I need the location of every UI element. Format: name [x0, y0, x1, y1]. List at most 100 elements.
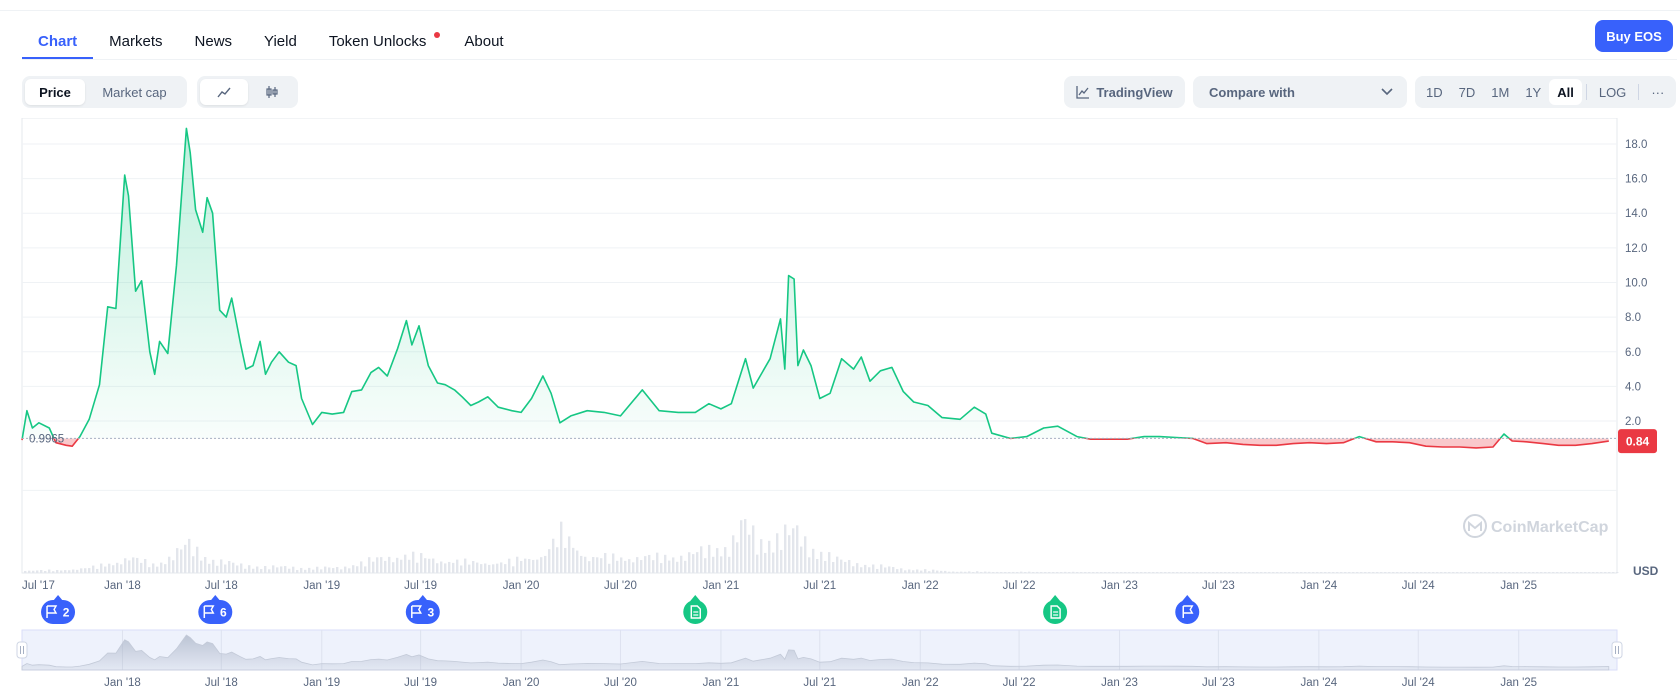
volume-bar	[424, 558, 427, 573]
volume-bar	[1372, 572, 1375, 573]
volume-bar	[228, 561, 231, 573]
volume-bar	[376, 557, 379, 573]
volume-bar	[1112, 572, 1115, 573]
event-flag-marker[interactable]: 3	[405, 595, 440, 624]
volume-bar	[1232, 572, 1235, 573]
line-chart-button[interactable]	[200, 79, 248, 105]
volume-bar	[792, 528, 795, 573]
volume-bar	[1404, 572, 1407, 573]
event-document-marker[interactable]	[683, 595, 708, 624]
volume-bar	[1108, 572, 1111, 573]
volume-bar	[1044, 572, 1047, 573]
volume-bar	[1184, 572, 1187, 573]
volume-bar	[368, 557, 371, 573]
volume-bar	[880, 564, 883, 573]
event-document-marker[interactable]	[1043, 595, 1068, 624]
volume-bar	[1352, 572, 1355, 573]
document-shape	[690, 605, 701, 619]
navigator-right-handle[interactable]	[1611, 641, 1623, 659]
volume-bar	[1132, 572, 1135, 573]
market-cap-option[interactable]: Market cap	[102, 84, 167, 100]
price-option[interactable]: Price	[25, 79, 85, 105]
event-flag-marker[interactable]: 2	[41, 595, 76, 624]
volume-bar	[1216, 572, 1219, 573]
volume-bar	[496, 563, 499, 573]
log-scale-toggle[interactable]: LOG	[1598, 84, 1627, 100]
volume-bar	[504, 564, 507, 573]
more-options-button[interactable]: ···	[1651, 84, 1665, 100]
volume-bar	[800, 546, 803, 573]
volume-bar	[292, 566, 295, 573]
volume-bar	[364, 566, 367, 573]
volume-bar	[720, 556, 723, 573]
volume-bar	[1556, 572, 1559, 573]
handle-grip	[1611, 641, 1623, 659]
volume-bar	[32, 570, 35, 573]
range-7d[interactable]: 7D	[1458, 84, 1476, 100]
volume-bar	[440, 561, 443, 573]
range-1y[interactable]: 1Y	[1525, 84, 1542, 100]
tradingview-button[interactable]: TradingView	[1064, 76, 1185, 108]
volume-bar	[1016, 572, 1019, 573]
chevron-down-icon	[1381, 88, 1393, 96]
tab-yield[interactable]: Yield	[264, 33, 297, 50]
x-tick-label: Jan '18	[104, 580, 141, 592]
volume-bar	[120, 564, 123, 573]
volume-bar	[700, 546, 703, 573]
event-flag-marker[interactable]: 6	[198, 595, 233, 624]
volume-bar	[492, 564, 495, 573]
candlestick-button[interactable]	[248, 79, 295, 105]
volume-bar	[852, 566, 855, 573]
volume-bar	[884, 567, 887, 573]
marker-pointer	[690, 595, 701, 601]
marker-pointer	[210, 595, 221, 601]
volume-bar	[1472, 572, 1475, 573]
volume-bar	[1160, 572, 1163, 573]
volume-bar	[144, 558, 147, 573]
compare-with-select[interactable]: Compare with	[1193, 76, 1407, 108]
volume-bar	[332, 568, 335, 573]
volume-bar	[1220, 572, 1223, 573]
tab-news[interactable]: News	[194, 33, 233, 50]
volume-bar	[1240, 572, 1243, 573]
current-price-label: 0.84	[1626, 435, 1650, 449]
buy-eos-button[interactable]: Buy EOS	[1595, 20, 1673, 52]
volume-bar	[1180, 572, 1183, 573]
volume-bar	[872, 564, 875, 573]
volume-bar	[904, 570, 907, 573]
volume-bar	[788, 535, 791, 573]
tab-chart[interactable]: Chart	[22, 28, 94, 59]
volume-bar	[708, 544, 711, 573]
volume-bar	[184, 544, 187, 573]
range-all[interactable]: All	[1549, 79, 1582, 105]
event-flag-marker[interactable]	[1175, 595, 1200, 624]
volume-bar	[1408, 572, 1411, 573]
x-tick-label: Jul '21	[803, 580, 836, 592]
volume-bar	[688, 552, 691, 573]
event-markers[interactable]: 2 6 3	[41, 595, 1200, 624]
volume-bar	[488, 564, 491, 573]
volume-bar	[108, 563, 111, 573]
flag-shape	[204, 605, 215, 614]
range-navigator[interactable]: Jan '18 Jul '18 Jan '19 Jul '19 Jan '20 Jul '…	[16, 629, 1623, 689]
volume-bar	[684, 560, 687, 573]
volume-bar	[1032, 572, 1035, 573]
volume-bar	[1124, 572, 1127, 573]
marker-pointer	[417, 595, 428, 601]
tab-about[interactable]: About	[464, 33, 504, 50]
navigator-left-handle[interactable]	[16, 641, 28, 659]
volume-bar	[984, 571, 987, 573]
range-1m[interactable]: 1M	[1491, 84, 1510, 100]
volume-bar	[712, 556, 715, 573]
range-1d[interactable]: 1D	[1426, 84, 1443, 100]
y-tick-label: 10.0	[1625, 278, 1647, 290]
tab-token-unlocks[interactable]: Token Unlocks	[313, 28, 449, 59]
navigator-tick-label: Jan '24	[1300, 677, 1337, 689]
price-chart[interactable]: CoinMarketCap 0.9965 0.84 2.0 4.0 6.0 8.0 10.…	[0, 118, 1680, 693]
volume-bar	[148, 567, 151, 573]
volume-bar	[1272, 572, 1275, 573]
tab-markets[interactable]: Markets	[109, 33, 163, 50]
volume-bar	[1588, 572, 1591, 573]
volume-bar	[1580, 572, 1583, 573]
volume-bar	[900, 568, 903, 573]
